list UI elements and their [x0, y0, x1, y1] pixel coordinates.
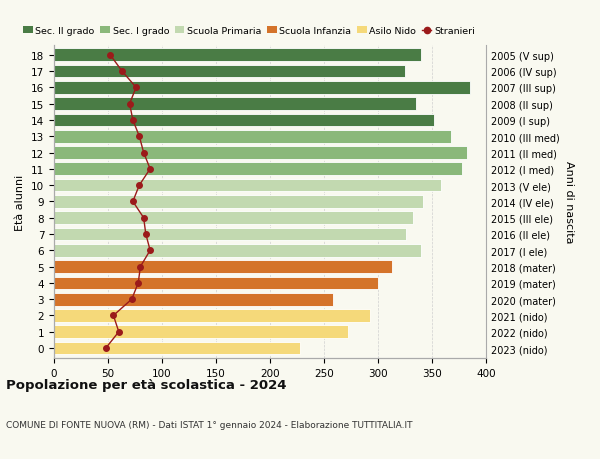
Bar	[54, 309, 370, 322]
Bar	[54, 196, 424, 208]
Bar	[54, 82, 470, 95]
Bar	[54, 261, 392, 273]
Bar	[54, 179, 440, 192]
Bar	[54, 66, 405, 78]
Y-axis label: Età alunni: Età alunni	[16, 174, 25, 230]
Bar	[54, 98, 416, 111]
Text: COMUNE DI FONTE NUOVA (RM) - Dati ISTAT 1° gennaio 2024 - Elaborazione TUTTITALI: COMUNE DI FONTE NUOVA (RM) - Dati ISTAT …	[6, 420, 413, 429]
Bar	[54, 114, 434, 127]
Bar	[54, 293, 332, 306]
Bar	[54, 342, 300, 355]
Bar	[54, 49, 421, 62]
Bar	[54, 326, 348, 338]
Legend: Sec. II grado, Sec. I grado, Scuola Primaria, Scuola Infanzia, Asilo Nido, Stran: Sec. II grado, Sec. I grado, Scuola Prim…	[19, 23, 479, 39]
Bar	[54, 244, 421, 257]
Bar	[54, 163, 462, 176]
Bar	[54, 277, 378, 290]
Text: Popolazione per età scolastica - 2024: Popolazione per età scolastica - 2024	[6, 379, 287, 392]
Y-axis label: Anni di nascita: Anni di nascita	[563, 161, 574, 243]
Bar	[54, 228, 406, 241]
Bar	[54, 147, 467, 160]
Bar	[54, 212, 413, 224]
Bar	[54, 131, 451, 143]
